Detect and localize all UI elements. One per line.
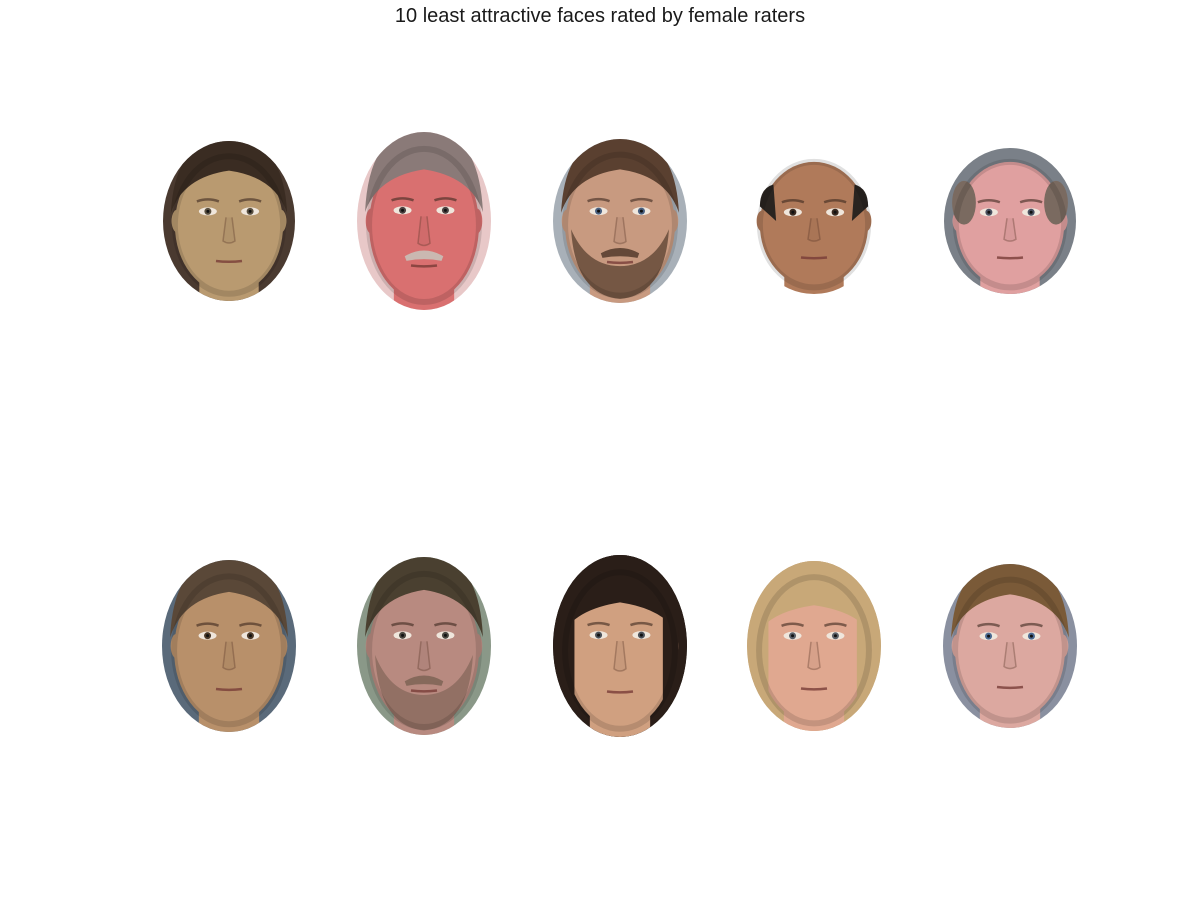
face-image (553, 555, 687, 737)
face-image (748, 148, 880, 294)
face-image (943, 564, 1077, 728)
face-image (747, 561, 881, 731)
face-image (357, 132, 491, 310)
face-image (553, 139, 687, 303)
face-image (162, 560, 296, 732)
figure-title: 10 least attractive faces rated by femal… (394, 5, 806, 27)
face-image (163, 141, 295, 301)
face-image (357, 557, 491, 735)
face-image (944, 148, 1076, 294)
